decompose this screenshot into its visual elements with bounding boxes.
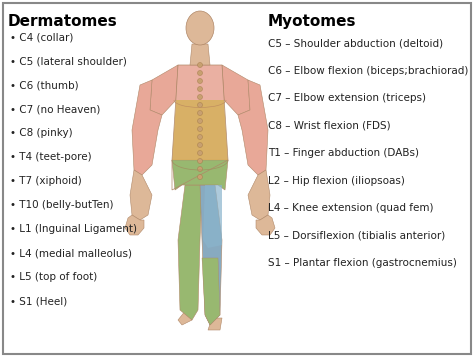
Text: L5 – Dorsiflexion (tibialis anterior): L5 – Dorsiflexion (tibialis anterior) [268, 231, 445, 241]
Ellipse shape [186, 11, 214, 45]
Circle shape [198, 79, 202, 84]
Text: T1 – Finger abduction (DABs): T1 – Finger abduction (DABs) [268, 148, 419, 158]
Polygon shape [190, 44, 210, 65]
Circle shape [198, 70, 202, 75]
Circle shape [198, 111, 202, 116]
Polygon shape [178, 310, 192, 325]
Polygon shape [132, 80, 162, 175]
Polygon shape [172, 160, 228, 190]
Text: • S1 (Heel): • S1 (Heel) [10, 296, 67, 306]
Text: • L5 (top of foot): • L5 (top of foot) [10, 272, 97, 282]
Polygon shape [200, 185, 222, 325]
Text: • C7 (no Heaven): • C7 (no Heaven) [10, 104, 100, 114]
Circle shape [198, 142, 202, 147]
Polygon shape [172, 100, 228, 160]
Text: • T4 (teet-pore): • T4 (teet-pore) [10, 152, 91, 162]
Circle shape [198, 175, 202, 180]
Text: • L1 (Inguinal Ligament): • L1 (Inguinal Ligament) [10, 224, 137, 234]
Polygon shape [203, 185, 222, 248]
Text: Dermatomes: Dermatomes [8, 14, 118, 29]
Text: • C5 (lateral shoulder): • C5 (lateral shoulder) [10, 56, 127, 66]
Circle shape [198, 159, 202, 164]
Polygon shape [256, 215, 275, 235]
Polygon shape [176, 65, 224, 100]
Text: Myotomes: Myotomes [268, 14, 356, 29]
Polygon shape [150, 65, 178, 115]
Polygon shape [125, 215, 144, 235]
Text: • C8 (pinky): • C8 (pinky) [10, 128, 73, 138]
Polygon shape [208, 318, 222, 330]
Text: L2 – Hip flexion (iliopsoas): L2 – Hip flexion (iliopsoas) [268, 176, 405, 186]
Text: • C4 (collar): • C4 (collar) [10, 32, 73, 42]
Polygon shape [202, 258, 220, 325]
Text: • T10 (belly-butTen): • T10 (belly-butTen) [10, 200, 113, 210]
Text: • T7 (xiphoid): • T7 (xiphoid) [10, 176, 82, 186]
Polygon shape [238, 80, 268, 175]
Text: C5 – Shoulder abduction (deltoid): C5 – Shoulder abduction (deltoid) [268, 38, 443, 48]
Circle shape [198, 166, 202, 171]
Circle shape [198, 86, 202, 91]
Circle shape [198, 135, 202, 140]
Circle shape [198, 126, 202, 131]
Text: C8 – Wrist flexion (FDS): C8 – Wrist flexion (FDS) [268, 121, 391, 131]
Polygon shape [248, 170, 270, 220]
Text: • L4 (medial malleolus): • L4 (medial malleolus) [10, 248, 132, 258]
Text: L4 – Knee extension (quad fem): L4 – Knee extension (quad fem) [268, 203, 434, 213]
Text: C7 – Elbow extension (triceps): C7 – Elbow extension (triceps) [268, 93, 426, 103]
Text: C6 – Elbow flexion (biceps;brachiorad): C6 – Elbow flexion (biceps;brachiorad) [268, 65, 468, 75]
Polygon shape [130, 170, 152, 220]
Polygon shape [222, 65, 250, 115]
Circle shape [198, 95, 202, 100]
Polygon shape [178, 185, 202, 320]
Circle shape [198, 151, 202, 156]
Circle shape [198, 102, 202, 107]
Text: S1 – Plantar flexion (gastrocnemius): S1 – Plantar flexion (gastrocnemius) [268, 258, 457, 268]
Circle shape [198, 62, 202, 67]
Circle shape [198, 119, 202, 124]
Text: • C6 (thumb): • C6 (thumb) [10, 80, 79, 90]
